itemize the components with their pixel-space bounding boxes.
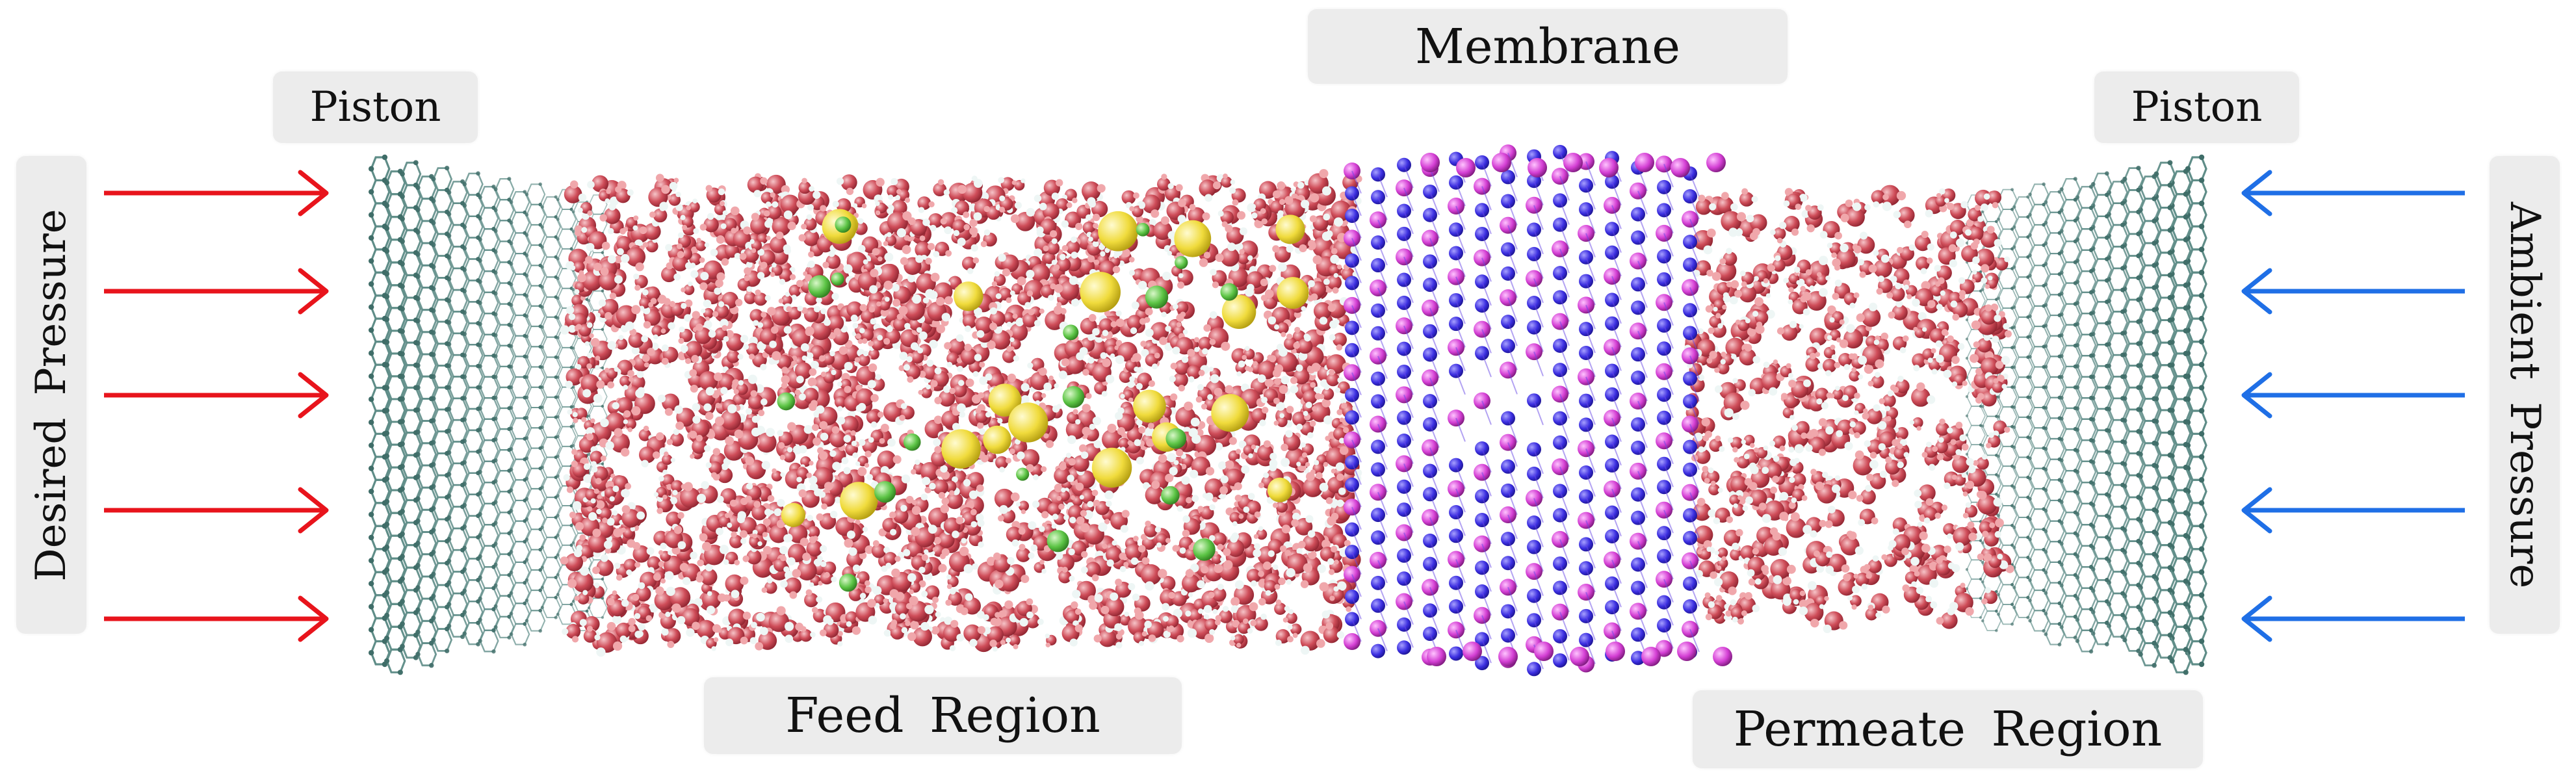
ambient-pressure-label-box: Ambient Pressure bbox=[2490, 156, 2560, 634]
left-arrow-icon bbox=[2241, 372, 2465, 419]
right-arrow-icon bbox=[104, 595, 329, 642]
right-arrow-icon bbox=[104, 268, 329, 315]
membrane-lattice bbox=[1344, 144, 1732, 677]
desired-pressure-arrows bbox=[104, 170, 329, 642]
feed-region-water bbox=[560, 168, 1362, 657]
right-arrow-icon bbox=[104, 372, 329, 419]
right-arrow-icon bbox=[104, 170, 329, 216]
left-arrow-icon bbox=[2241, 170, 2465, 216]
permeate-region-water bbox=[1683, 185, 2014, 634]
right-piston-graphene bbox=[1965, 154, 2207, 675]
feed-region-ions bbox=[777, 209, 1309, 592]
ambient-pressure-arrows bbox=[2241, 170, 2465, 642]
ambient-pressure-label: Ambient Pressure bbox=[2501, 202, 2549, 588]
membrane-label: Membrane bbox=[1308, 9, 1788, 84]
left-arrow-icon bbox=[2241, 268, 2465, 315]
left-arrow-icon bbox=[2241, 487, 2465, 534]
desired-pressure-label: Desired Pressure bbox=[27, 208, 75, 582]
left-arrow-icon bbox=[2241, 595, 2465, 642]
piston-left-label: Piston bbox=[273, 72, 478, 143]
permeate-region-label: Permeate Region bbox=[1693, 690, 2203, 768]
feed-region-label: Feed Region bbox=[704, 677, 1182, 754]
right-arrow-icon bbox=[104, 487, 329, 534]
desired-pressure-label-box: Desired Pressure bbox=[16, 156, 86, 634]
piston-right-label: Piston bbox=[2094, 72, 2299, 143]
